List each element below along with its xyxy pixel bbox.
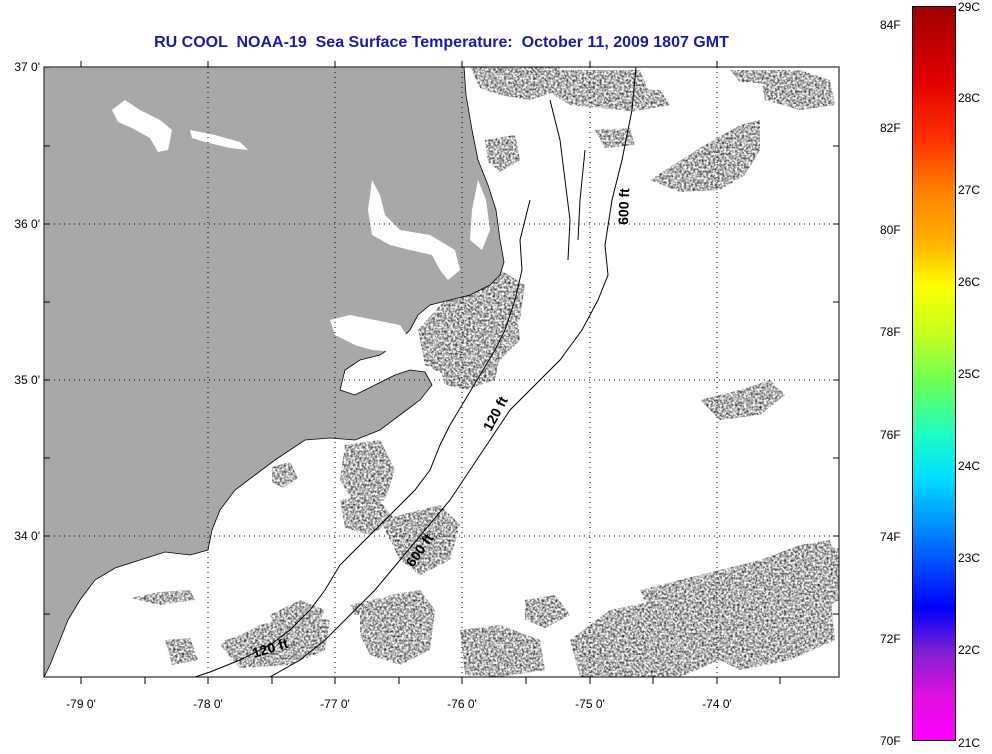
frame-ticks [44,61,839,684]
inland-waters [112,100,490,352]
colorbar-label-c: 23C [958,551,981,565]
colorbar-label-f: 82F [880,121,901,135]
depth-contours [194,67,637,677]
colorbar-label-f: 74F [880,530,901,544]
depth-label: 600 ft [615,188,632,225]
lat-tick-label: 34 0' [14,529,40,543]
colorbar-label-f: 70F [880,734,901,748]
lat-tick-label: 37 0' [14,60,40,74]
colorbar-label-f: 78F [880,325,901,339]
colorbar-label-c: 21C [958,736,981,750]
colorbar-label-c: 24C [958,459,981,473]
graticule [44,67,839,677]
colorbar-label-f: 72F [880,632,901,646]
temperature-colorbar [912,6,956,741]
lon-tick-label: -77 0' [320,697,350,711]
colorbar-label-c: 22C [958,643,981,657]
colorbar-label-c: 26C [958,275,981,289]
colorbar-label-f: 84F [880,18,901,32]
colorbar-label-f: 76F [880,428,901,442]
colorbar-label-c: 29C [958,0,981,14]
lat-tick-label: 36 0' [14,217,40,231]
colorbar-label-c: 27C [958,183,981,197]
lon-tick-label: -78 0' [193,697,223,711]
lat-tick-label: 35 0' [14,373,40,387]
colorbar-label-f: 80F [880,223,901,237]
lon-tick-label: -79 0' [66,697,96,711]
map-title: RU COOL NOAA-19 Sea Surface Temperature:… [154,34,729,51]
lon-tick-label: -76 0' [447,697,477,711]
lon-tick-label: -75 0' [575,697,605,711]
lon-tick-label: -74 0' [702,697,732,711]
colorbar-label-c: 25C [958,367,981,381]
colorbar-label-c: 28C [958,91,981,105]
